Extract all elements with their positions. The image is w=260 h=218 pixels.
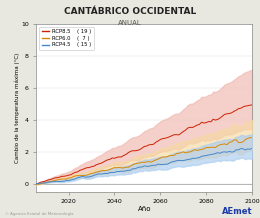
Text: AEmet: AEmet xyxy=(222,207,252,216)
Text: © Agencia Estatal de Meteorología: © Agencia Estatal de Meteorología xyxy=(5,212,74,216)
Legend: RCP8.5    ( 19 ), RCP6.0    (  7 ), RCP4.5    ( 15 ): RCP8.5 ( 19 ), RCP6.0 ( 7 ), RCP4.5 ( 15… xyxy=(39,27,94,50)
Text: ANUAL: ANUAL xyxy=(118,20,142,26)
Text: CANTÁBRICO OCCIDENTAL: CANTÁBRICO OCCIDENTAL xyxy=(64,7,196,15)
X-axis label: Año: Año xyxy=(138,206,151,212)
Y-axis label: Cambio de la temperatura máxima (°C): Cambio de la temperatura máxima (°C) xyxy=(14,53,20,163)
